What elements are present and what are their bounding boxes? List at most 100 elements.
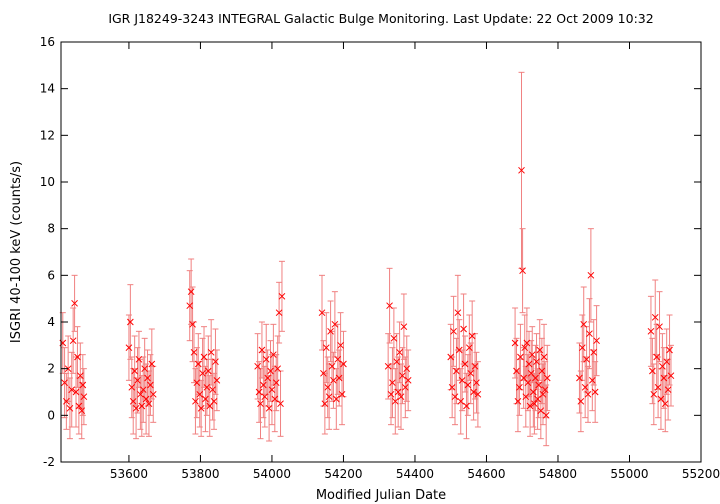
chart-title: IGR J18249-3243 INTEGRAL Galactic Bulge … bbox=[108, 11, 653, 26]
data-point bbox=[270, 351, 277, 359]
data-point bbox=[148, 360, 156, 368]
y-axis: -2 0 2 4 6 8 10 12 14 16 bbox=[40, 35, 701, 469]
data-point bbox=[200, 353, 208, 361]
data-point bbox=[517, 353, 524, 361]
data-point bbox=[394, 388, 402, 396]
data-point bbox=[135, 355, 143, 363]
data-point bbox=[387, 390, 395, 398]
data-point bbox=[278, 292, 286, 300]
data-point bbox=[516, 383, 523, 391]
data-point bbox=[518, 166, 525, 174]
data-point bbox=[255, 388, 263, 396]
data-point bbox=[451, 393, 459, 401]
data-point bbox=[656, 323, 663, 331]
data-point bbox=[526, 402, 534, 410]
data-point bbox=[468, 332, 476, 340]
data-point bbox=[576, 374, 583, 382]
data-point bbox=[210, 397, 218, 405]
y-tick-label: 0 bbox=[47, 408, 55, 422]
data-point bbox=[651, 313, 659, 321]
data-point bbox=[529, 388, 537, 396]
data-point bbox=[404, 376, 412, 384]
y-tick-label: 14 bbox=[40, 82, 55, 96]
data-point bbox=[257, 400, 264, 408]
data-point bbox=[262, 355, 270, 363]
data-point bbox=[465, 344, 473, 352]
data-point bbox=[340, 360, 347, 368]
data-point bbox=[535, 381, 543, 389]
data-point bbox=[197, 404, 205, 412]
data-point bbox=[653, 353, 661, 361]
data-point bbox=[583, 355, 590, 363]
data-point bbox=[261, 393, 269, 401]
x-tick-label: 54800 bbox=[539, 467, 577, 481]
data-point bbox=[458, 376, 466, 384]
data-point bbox=[473, 379, 480, 387]
data-point bbox=[64, 365, 72, 373]
data-point bbox=[209, 386, 216, 394]
x-tick-label: 55000 bbox=[610, 467, 648, 481]
data-point bbox=[61, 379, 68, 387]
data-point bbox=[464, 381, 472, 389]
data-point bbox=[650, 390, 658, 398]
data-point bbox=[138, 402, 146, 410]
data-point bbox=[186, 302, 194, 310]
data-point bbox=[591, 388, 599, 396]
data-point bbox=[528, 351, 536, 359]
data-point bbox=[578, 344, 586, 352]
data-point bbox=[580, 320, 588, 328]
y-tick-label: -2 bbox=[43, 455, 55, 469]
data-point bbox=[72, 388, 80, 396]
data-point bbox=[271, 395, 279, 403]
data-point bbox=[536, 346, 544, 354]
data-point bbox=[190, 348, 198, 356]
data-point bbox=[332, 395, 340, 403]
data-point bbox=[129, 397, 137, 405]
data-point bbox=[144, 374, 151, 382]
data-point bbox=[202, 395, 209, 403]
data-point bbox=[525, 360, 533, 368]
data-point bbox=[647, 327, 655, 335]
data-point bbox=[586, 330, 593, 338]
data-point bbox=[145, 400, 153, 408]
data-point bbox=[666, 346, 673, 354]
data-point bbox=[125, 344, 133, 352]
data-point bbox=[460, 325, 467, 333]
x-axis-label: Modified Julian Date bbox=[316, 488, 446, 503]
x-tick-label: 54200 bbox=[324, 467, 362, 481]
data-point bbox=[541, 386, 549, 394]
data-point bbox=[322, 344, 330, 352]
data-point bbox=[590, 348, 598, 356]
data-point bbox=[331, 320, 339, 328]
y-tick-label: 4 bbox=[47, 315, 55, 329]
data-point bbox=[69, 337, 77, 345]
data-point bbox=[447, 353, 455, 361]
data-point bbox=[137, 390, 144, 398]
data-point bbox=[513, 367, 520, 375]
x-axis: 53600 53800 54000 54200 54400 54600 54800 55000… bbox=[110, 42, 720, 481]
data-points bbox=[59, 166, 675, 419]
data-point bbox=[540, 353, 548, 361]
x-tick-label: 54400 bbox=[396, 467, 434, 481]
data-point bbox=[463, 402, 470, 410]
x-tick-label: 53600 bbox=[110, 467, 148, 481]
data-point bbox=[78, 407, 86, 415]
data-point bbox=[457, 397, 465, 405]
data-point bbox=[461, 360, 469, 368]
data-point bbox=[539, 390, 547, 398]
data-point bbox=[664, 386, 672, 394]
data-point bbox=[400, 323, 408, 331]
data-point bbox=[537, 407, 545, 415]
data-point bbox=[450, 327, 457, 335]
data-point bbox=[330, 376, 337, 384]
data-point bbox=[522, 393, 530, 401]
data-point bbox=[254, 362, 262, 370]
data-point bbox=[401, 383, 409, 391]
data-point bbox=[667, 372, 675, 380]
data-point bbox=[204, 367, 212, 375]
data-point bbox=[587, 271, 595, 279]
data-point bbox=[189, 320, 196, 328]
y-tick-label: 2 bbox=[47, 362, 55, 376]
data-point bbox=[258, 346, 266, 354]
data-point bbox=[147, 381, 154, 389]
